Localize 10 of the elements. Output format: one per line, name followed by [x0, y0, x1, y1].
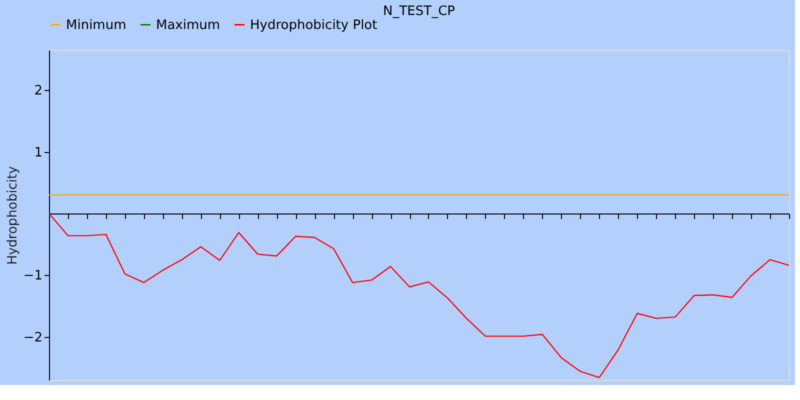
chart-title: N_TEST_CP	[383, 4, 456, 19]
legend-label: Hydrophobicity Plot	[250, 18, 378, 33]
y-tick-label: −1	[23, 268, 42, 284]
line-series	[48, 212, 790, 378]
legend-label: Maximum	[156, 18, 220, 33]
y-tick-label: −2	[23, 330, 42, 346]
y-tick-label: 2	[34, 84, 42, 99]
y-tick-label: 1	[34, 145, 42, 160]
legend-label: Minimum	[66, 18, 126, 33]
y-axis-title: Hydrophobicity	[5, 166, 20, 265]
